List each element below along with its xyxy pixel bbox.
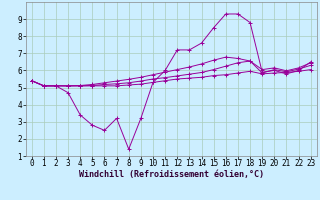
X-axis label: Windchill (Refroidissement éolien,°C): Windchill (Refroidissement éolien,°C) — [79, 170, 264, 179]
